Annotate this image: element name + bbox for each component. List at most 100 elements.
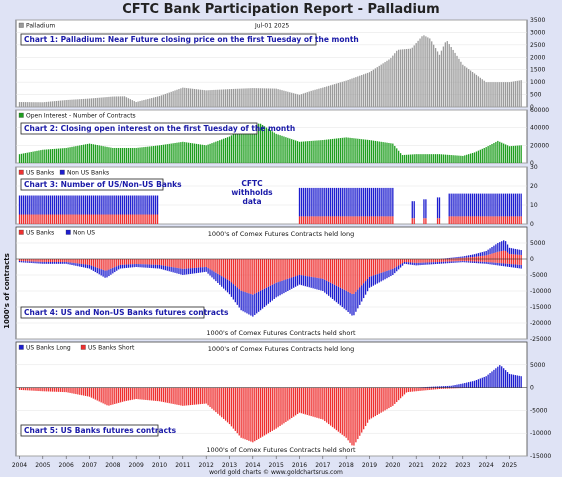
bar [285,137,287,163]
bar-us-short [269,387,271,433]
bar [59,148,61,163]
bar-us-banks [382,216,384,224]
bar-us-short [238,387,240,436]
bar-us-banks [96,214,98,224]
bar-us-short [458,387,460,389]
bar-us-long [481,377,483,388]
withheld-line: withholds [231,188,273,197]
bar [191,88,194,107]
bar [96,145,98,163]
bar-us-short [314,387,316,418]
bar-non-us-banks [57,195,60,215]
bar-us-short [328,387,330,425]
bar-non-us-short [386,270,388,279]
bar [409,48,411,107]
bar-us-short [374,259,376,275]
bar-us-banks [310,216,312,224]
bar-non-us-short [174,267,176,273]
bar [368,140,371,163]
bar-non-us-short [363,283,365,299]
bar [291,139,293,163]
bar-us-short [409,259,411,263]
bar [489,145,491,163]
bar-non-us-short [314,277,316,289]
bar-us-banks [462,216,464,224]
bar [291,92,293,107]
bar [289,92,291,107]
bar-us-short [230,259,233,283]
bar-non-us-short [166,266,168,271]
bar-us-short [110,259,112,269]
bar-us-long [458,384,460,388]
bar-us-short [131,259,133,265]
bar-us-banks [438,218,441,224]
bar-us-short [417,259,419,263]
bar-non-us-banks [331,187,334,217]
bar [184,142,186,163]
y-tick-label: -10000 [530,288,551,295]
bar-non-us-short [499,263,501,266]
bar-us-long [483,376,485,388]
bar-non-us-banks [333,187,336,217]
bar [48,101,50,107]
bar-us-short [287,387,289,421]
legend-label: Non US Banks [67,170,109,177]
bar [436,154,439,163]
bar [448,44,450,107]
bar-non-us-banks [483,193,485,217]
bar-us-short [364,259,367,282]
y-tick-label: 500 [530,92,542,99]
bar [337,138,340,163]
bar-us-long [425,387,427,388]
bar-non-us-short [326,280,328,295]
bar-us-short [215,259,217,273]
bar-us-short [104,387,106,405]
bar-us-long [433,386,435,388]
bar-us-short [376,387,378,415]
caption-frame [20,178,164,191]
bar [67,99,69,107]
bar [271,131,273,163]
bar-us-long [520,376,522,388]
bar [497,82,499,107]
bar-us-short [372,259,375,276]
bar [361,75,363,107]
bar [149,98,151,107]
bar-non-us-short [318,278,320,290]
bar-us-short [415,259,417,263]
bar-us-short [306,387,308,415]
bar [508,146,511,163]
bar [228,136,231,163]
bar-us-short [48,387,50,392]
bar-non-us-long [499,242,501,252]
bar-non-us-banks [48,195,50,215]
bar [164,93,166,107]
bar [77,99,79,107]
bar-non-us-short [172,267,174,273]
bar-non-us-short [149,264,151,268]
bar [516,80,518,107]
bar [92,98,95,107]
bar-us-short [308,259,310,277]
bar-us-short [263,259,266,289]
bar-us-short [411,387,413,392]
chart-caption-box: Chart 2: Closing open interest on the fi… [20,122,295,135]
bar [407,154,410,163]
bar-us-short [217,259,219,274]
bar-us-short [277,387,279,428]
bar [102,97,104,107]
bar [94,144,96,163]
bar-non-us-short [106,270,108,278]
bar-us-short [322,259,324,279]
bar-non-us-banks [79,195,81,215]
bar-us-short [96,259,98,268]
bar-non-us-short [489,262,491,265]
bar-non-us-short [425,262,427,265]
bar-us-short [359,259,361,288]
bar-us-short [339,259,341,288]
bar-us-short [53,259,56,262]
bar-us-banks [139,214,141,224]
bar [63,148,65,163]
bar [81,145,83,163]
bar-non-us-banks [308,187,310,217]
